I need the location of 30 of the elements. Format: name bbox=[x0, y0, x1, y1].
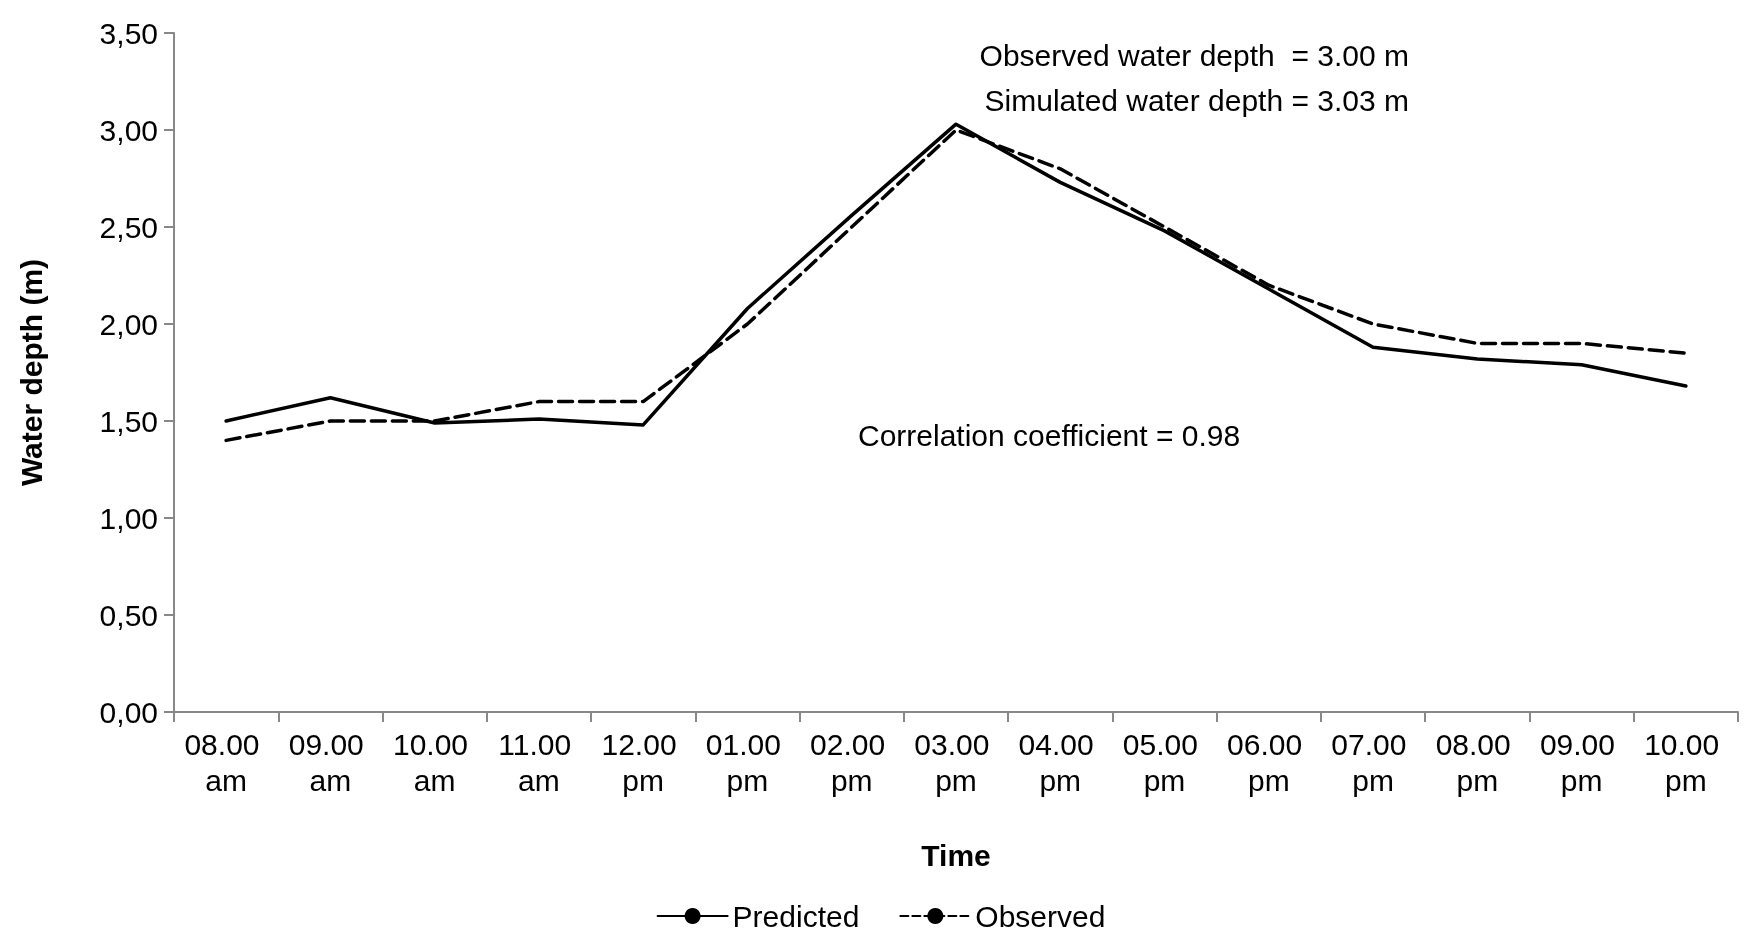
x-tick-label: 09.00 pm bbox=[1539, 727, 1624, 797]
y-tick-label: 1,00 bbox=[99, 501, 158, 535]
x-axis-title: Time bbox=[921, 838, 991, 872]
legend-label: Observed bbox=[975, 899, 1106, 933]
x-tick-label: 01.00 pm bbox=[705, 727, 790, 797]
y-tick-label: 0,00 bbox=[99, 695, 158, 729]
x-tick-label: 08.00 am bbox=[184, 727, 268, 797]
x-tick-label: 03.00 pm bbox=[914, 727, 998, 797]
x-tick-label: 11.00 am bbox=[498, 727, 580, 797]
legend-label: Predicted bbox=[732, 899, 860, 933]
annotation: Correlation coefficient = 0.98 bbox=[858, 418, 1241, 452]
y-tick-label: 3,50 bbox=[99, 16, 158, 50]
y-tick-label: 2,50 bbox=[99, 210, 158, 244]
x-tick-label: 05.00 pm bbox=[1122, 727, 1207, 797]
x-tick-label: 09.00 am bbox=[288, 727, 373, 797]
y-tick-label: 3,00 bbox=[99, 113, 158, 147]
y-axis-title: Water depth (m) bbox=[14, 258, 48, 487]
x-tick-label: 10.00 am bbox=[392, 727, 477, 797]
y-tick-label: 0,50 bbox=[99, 598, 158, 632]
y-tick-label: 1,50 bbox=[99, 404, 158, 438]
x-tick-label: 12.00 pm bbox=[601, 727, 685, 797]
x-tick-label: 04.00 pm bbox=[1018, 727, 1102, 797]
x-tick-label: 06.00 pm bbox=[1227, 727, 1311, 797]
x-tick-label: 02.00 pm bbox=[810, 727, 894, 797]
x-tick-label: 08.00 pm bbox=[1435, 727, 1520, 797]
annotation: Observed water depth = 3.00 m bbox=[979, 38, 1409, 72]
annotation: Simulated water depth = 3.03 m bbox=[984, 83, 1410, 117]
y-tick-label: 2,00 bbox=[99, 307, 158, 341]
x-tick-label: 07.00 pm bbox=[1331, 727, 1415, 797]
x-tick-label: 10.00 pm bbox=[1644, 727, 1728, 797]
